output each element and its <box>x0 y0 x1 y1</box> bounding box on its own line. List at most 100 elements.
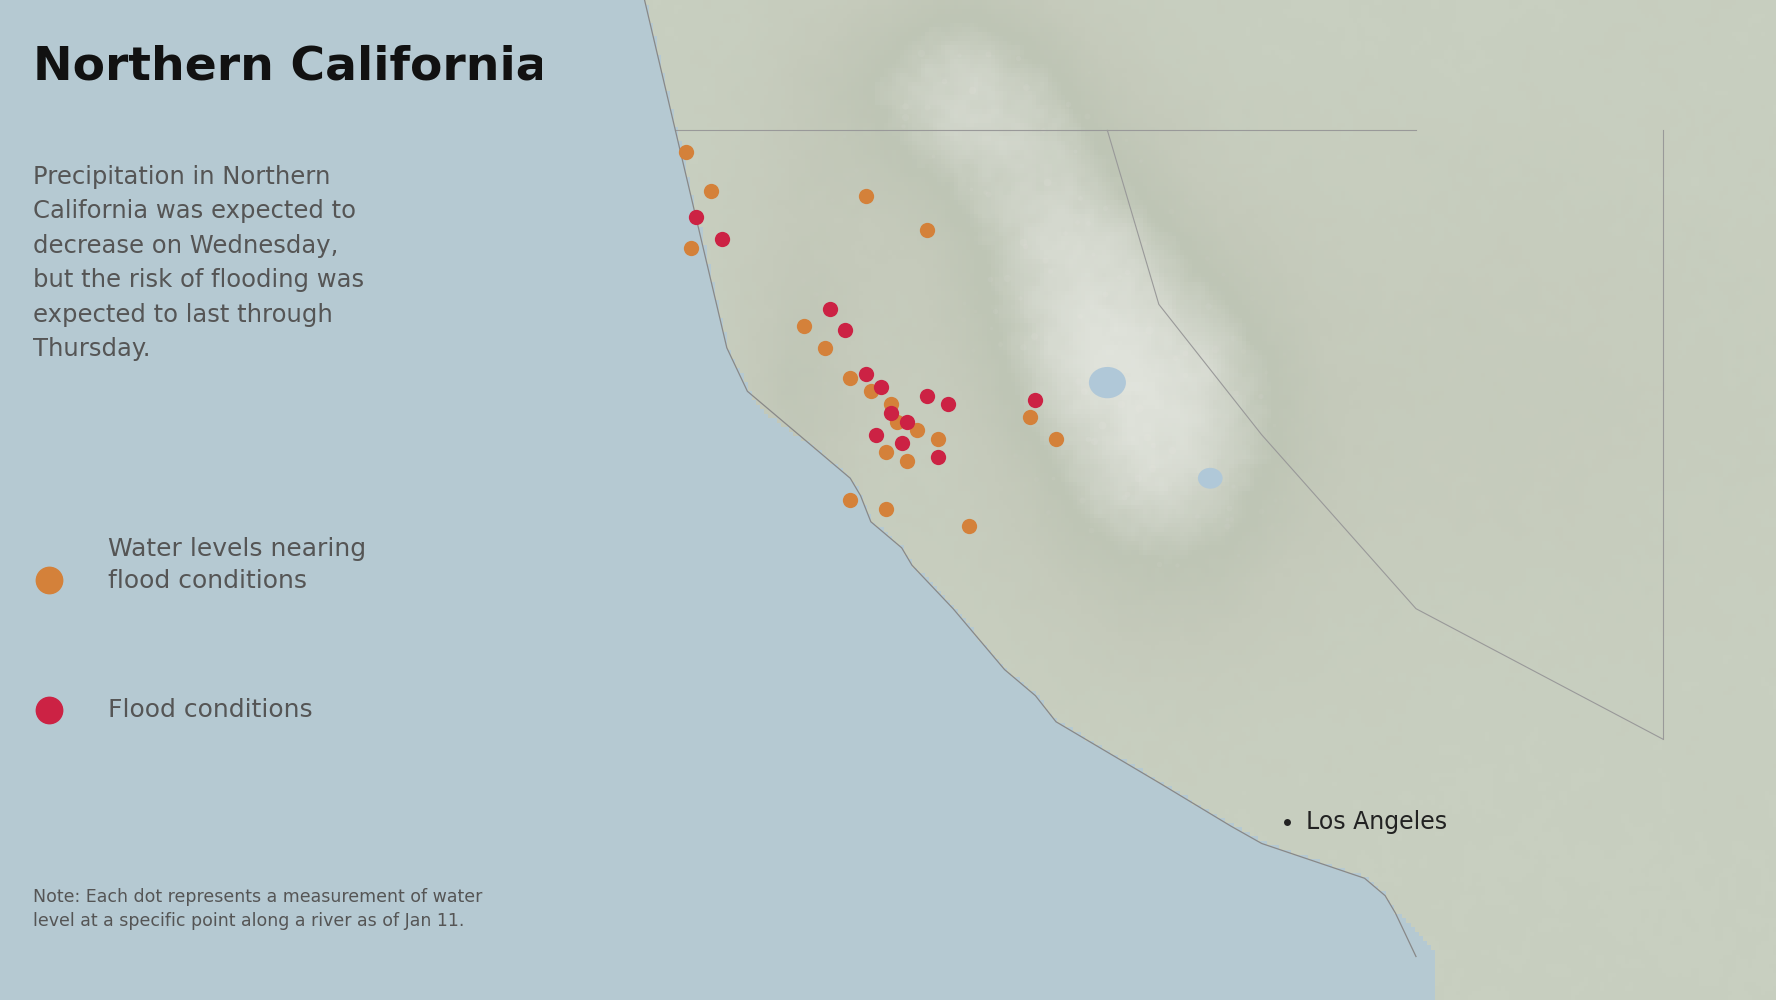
Circle shape <box>1199 468 1222 489</box>
Point <box>1062 214 1090 230</box>
Point <box>1090 200 1119 216</box>
Point <box>1121 628 1149 644</box>
Point <box>948 311 977 327</box>
Point <box>1078 246 1106 262</box>
Point <box>1126 153 1154 169</box>
Point <box>812 439 840 455</box>
Point <box>993 270 1021 286</box>
Point <box>892 109 920 125</box>
Point <box>817 192 845 208</box>
Point <box>1231 574 1259 590</box>
Point <box>1138 437 1167 453</box>
Point <box>1144 556 1172 572</box>
Point <box>1289 346 1318 362</box>
Point <box>1247 281 1275 297</box>
Point <box>1188 348 1217 364</box>
Point <box>1183 508 1211 524</box>
Point <box>1247 388 1275 404</box>
Text: Water levels nearing
flood conditions: Water levels nearing flood conditions <box>108 537 366 593</box>
Point <box>1225 243 1254 259</box>
Point <box>1240 259 1268 275</box>
Point <box>977 320 1005 336</box>
Point <box>1076 522 1105 538</box>
Point <box>1222 385 1250 401</box>
Point <box>908 45 936 61</box>
Point <box>1130 235 1158 251</box>
Point <box>1009 234 1037 250</box>
Point <box>961 303 989 319</box>
Point <box>1215 500 1243 516</box>
Point <box>1105 269 1133 285</box>
Point <box>835 296 863 312</box>
Point <box>982 303 1011 319</box>
Point <box>1034 504 1062 520</box>
Point <box>817 431 845 447</box>
Point <box>1193 298 1222 314</box>
Point <box>1069 383 1098 399</box>
Point <box>943 309 971 325</box>
Point <box>840 211 868 227</box>
Text: Northern California flooding: Northern California flooding <box>32 45 783 90</box>
Point <box>1133 133 1162 149</box>
Point <box>845 435 874 451</box>
Point <box>986 336 1014 352</box>
Point <box>1272 449 1300 465</box>
Point <box>835 278 863 294</box>
Point <box>1009 339 1037 355</box>
Point <box>975 46 1003 62</box>
Point <box>895 249 924 265</box>
Point <box>1291 407 1320 423</box>
Point <box>920 148 948 164</box>
Point <box>1247 388 1275 404</box>
Point <box>1240 574 1268 590</box>
Point <box>1177 196 1206 212</box>
Point <box>1066 190 1094 206</box>
Point <box>1224 547 1252 563</box>
Point <box>931 355 959 371</box>
Point <box>861 194 890 210</box>
Point <box>973 186 1002 202</box>
Point <box>1028 122 1057 138</box>
Point <box>1270 491 1298 507</box>
Point <box>1053 96 1082 112</box>
Point <box>1272 527 1300 543</box>
Point <box>1247 503 1275 519</box>
Text: Note: Each dot represents a measurement of water
level at a specific point along: Note: Each dot represents a measurement … <box>32 888 481 930</box>
Point <box>1032 557 1060 573</box>
Point <box>932 377 961 393</box>
Point <box>1074 627 1103 643</box>
Point <box>833 170 861 186</box>
Point <box>1003 50 1032 66</box>
Point <box>1259 417 1288 433</box>
Point <box>1213 518 1241 534</box>
Text: Los Angeles: Los Angeles <box>1305 810 1447 834</box>
Point <box>913 99 941 115</box>
Point <box>1124 470 1153 486</box>
Point <box>1192 629 1220 645</box>
Point <box>1238 290 1266 306</box>
Point <box>1051 225 1080 241</box>
Point <box>1019 328 1048 344</box>
Point <box>1090 286 1119 302</box>
Point <box>1073 108 1101 124</box>
Point <box>977 438 1005 454</box>
Point <box>1005 290 1034 306</box>
Point <box>803 264 831 280</box>
Point <box>1011 558 1039 574</box>
Circle shape <box>1089 367 1126 398</box>
Point <box>1021 471 1050 487</box>
Point <box>888 118 916 134</box>
Point <box>801 286 829 302</box>
Point <box>1293 379 1321 395</box>
Point <box>842 162 870 178</box>
Point <box>861 270 890 286</box>
Point <box>858 184 886 200</box>
Point <box>1261 492 1289 508</box>
Point <box>1124 400 1153 416</box>
Point <box>829 128 858 144</box>
Point <box>1074 431 1103 447</box>
Point <box>1012 79 1041 95</box>
Point <box>1092 54 1121 70</box>
Point <box>1293 418 1321 434</box>
Point <box>1018 392 1046 408</box>
